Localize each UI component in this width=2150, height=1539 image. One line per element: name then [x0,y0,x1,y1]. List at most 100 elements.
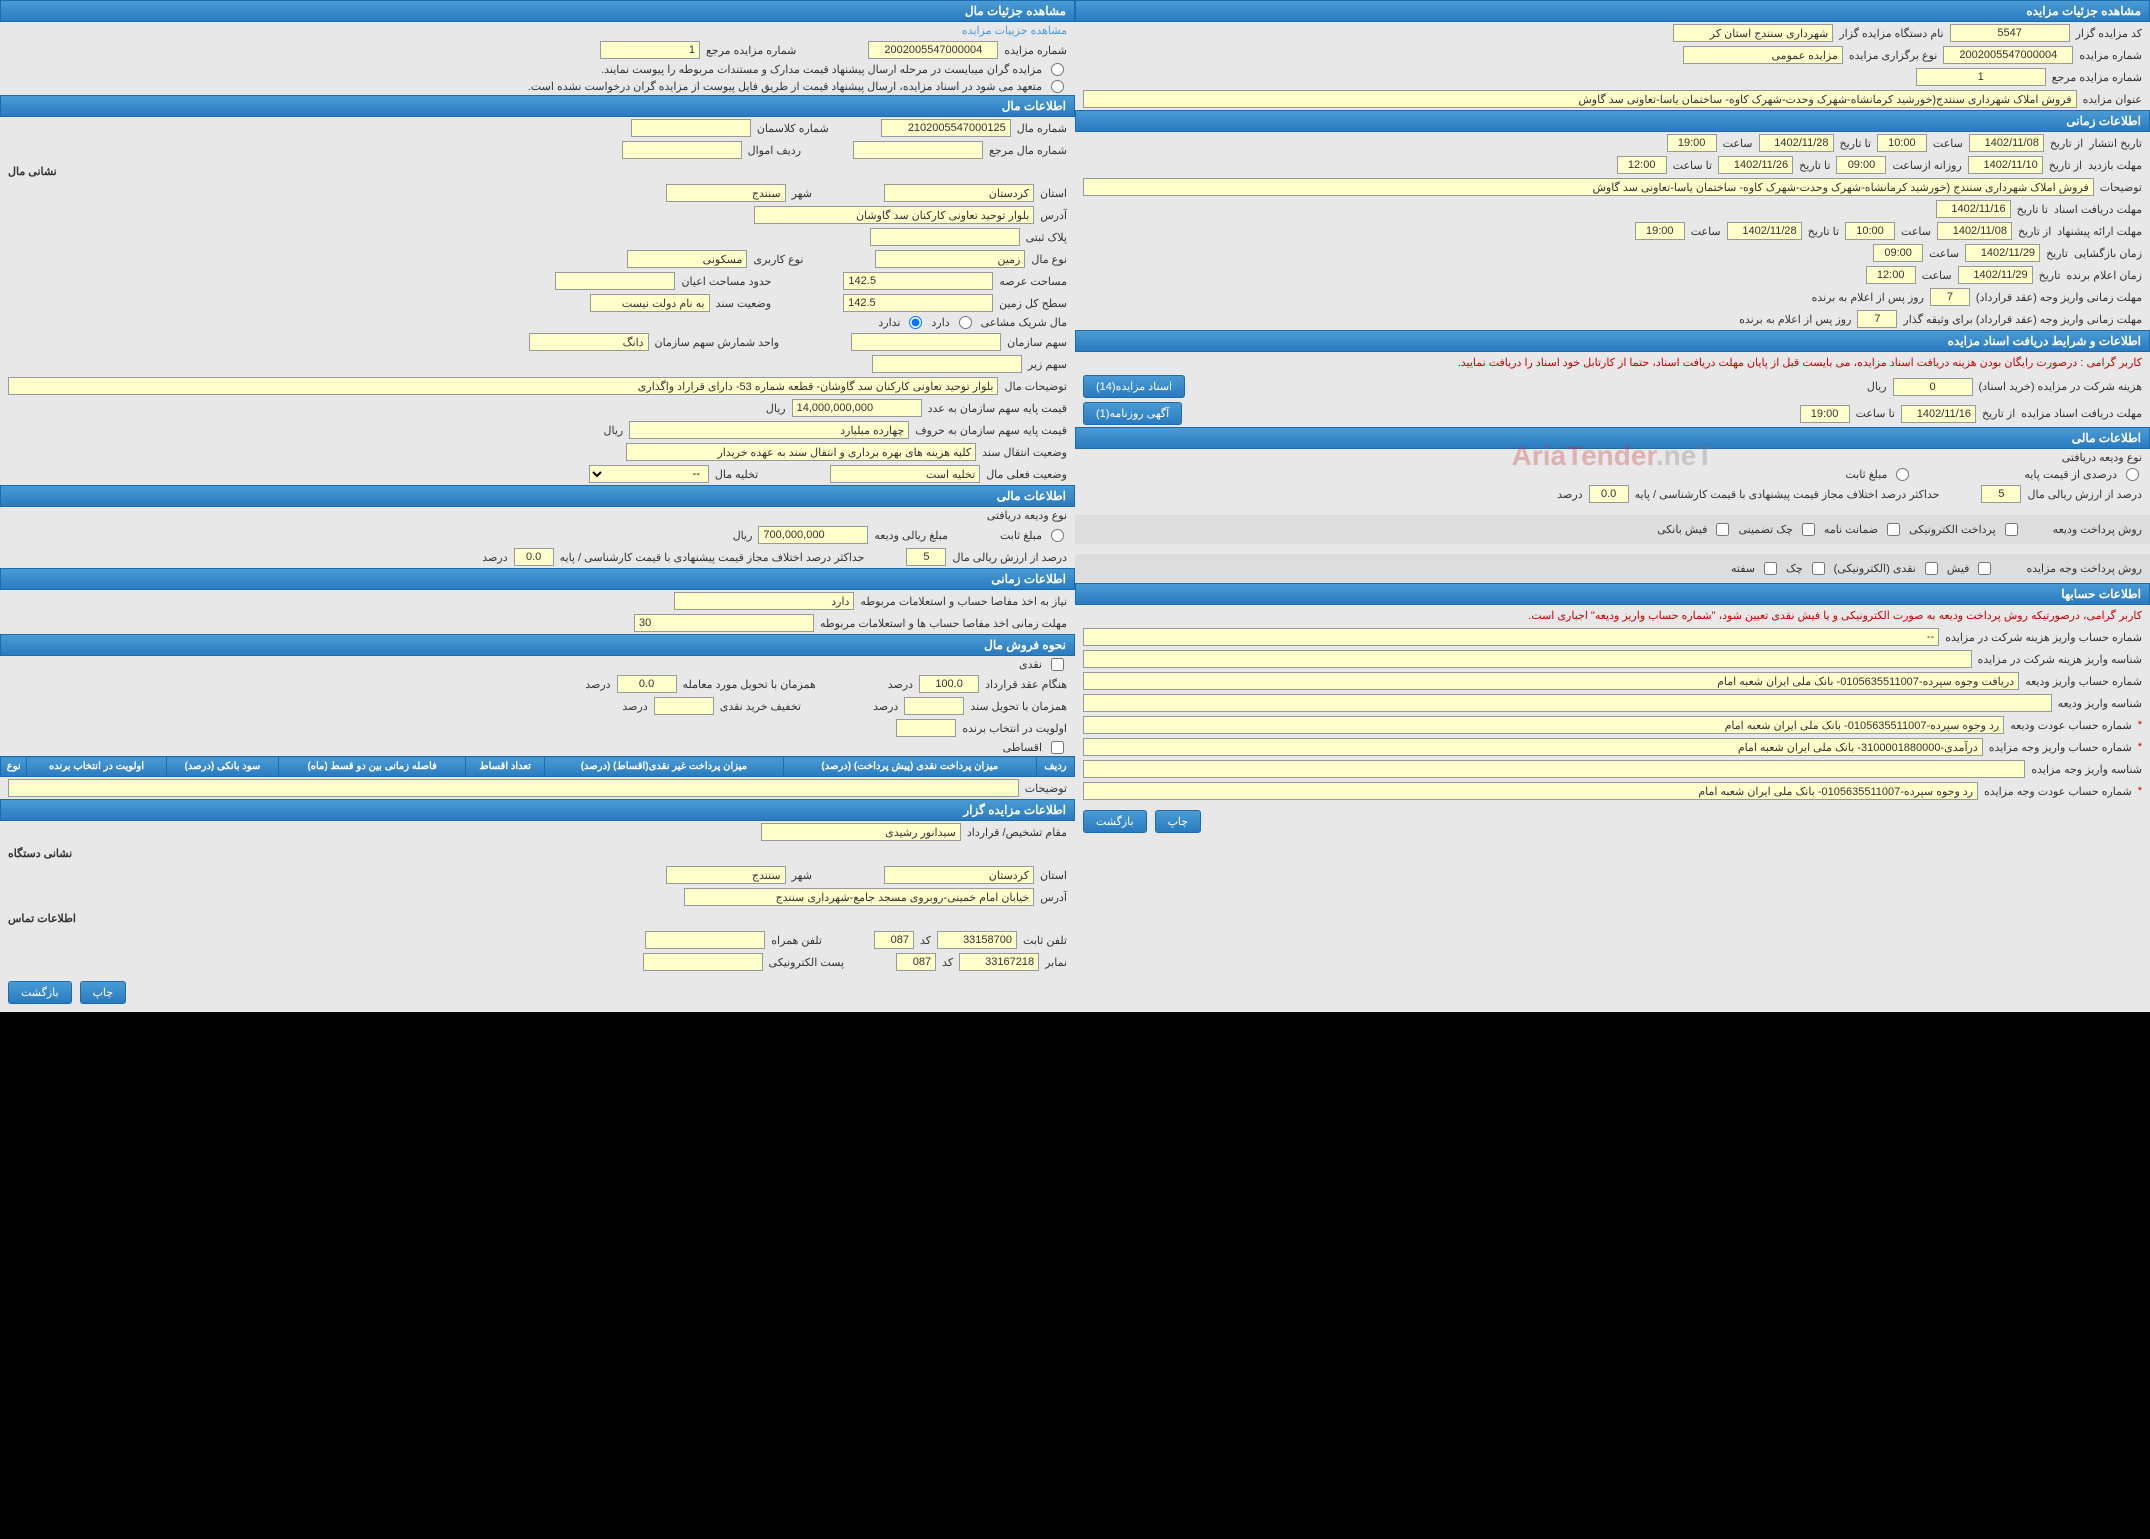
value-percent: 5 [906,548,946,566]
th-cash-pre: میزان پرداخت نقدی (پیش پرداخت) (درصد) [783,757,1036,777]
guarantee-deadline-label: مهلت زمانی واریز وجه (عقد قرارداد) برای … [1903,313,2142,326]
check-checkbox[interactable] [1812,562,1825,575]
acc-auction-refund: رد وجوه سپرده-0105635511007- بانک ملی ای… [1083,782,1978,800]
note2: متعهد می شود در اسناد مزایده، ارسال پیشن… [528,80,1042,93]
required-star: * [2138,741,2142,753]
header-time-info: اطلاعات زمانی [1075,110,2150,132]
acc-fee: -- [1083,628,1939,646]
asset-percent: 5 [1981,485,2021,503]
print-button[interactable]: چاپ [1155,810,1202,833]
offer-from-date: 1402/11/08 [1937,222,2012,240]
acc-deposit: دریافت وجوه سپرده-0105635511007- بانک مل… [1083,672,2019,690]
pub-from-time: 10:00 [1877,134,1927,152]
ref-asset [853,141,983,159]
acc-deposit-label: شماره حساب واریز ودیعه [2025,675,2142,688]
back-button[interactable]: بازگشت [1083,810,1147,833]
base-percent-radio[interactable] [2126,468,2139,481]
holding-type: مزایده عمومی [1683,46,1843,64]
doc-deadline-label: مهلت دریافت اسناد [2054,203,2142,216]
right-panel: AriaTender.neT مشاهده جزئیات مزایده کد م… [1075,0,2150,1012]
org-share [851,333,1001,351]
note1-radio[interactable] [1051,63,1064,76]
acc-refund-label: شماره حساب عودت ودیعه [2010,719,2131,732]
th-type: نوع [1,757,27,777]
promissory-checkbox[interactable] [1764,562,1777,575]
cash-checkbox[interactable] [1051,658,1064,671]
asset-type: زمین [875,250,1025,268]
diag-pos: سیدانور رشیدی [761,823,961,841]
evac-select[interactable]: -- [589,465,709,483]
use-type: مسکونی [627,250,747,268]
left-max-diff: 0.0 [514,548,554,566]
left-back-button[interactable]: بازگشت [8,981,72,1004]
note2-radio[interactable] [1051,80,1064,93]
winner-date: 1402/11/29 [1958,266,2033,284]
header-asset-details: مشاهده جزئیات مال [0,0,1075,22]
city: سنندج [666,184,786,202]
has-shared-radio[interactable] [959,316,972,329]
note1: مزایده گران میبایست در مرحله ارسال پیشنه… [601,63,1042,76]
left-ref-num: 1 [600,41,700,59]
guaranteed-check-checkbox[interactable] [1802,523,1815,536]
left-print-button[interactable]: چاپ [80,981,127,1004]
device-name-label: نام دستگاه مزایده گزار [1839,27,1943,40]
clearance: دارد [674,592,854,610]
share-unit: دانگ [529,333,649,351]
left-fixed-radio[interactable] [1051,529,1064,542]
header-financial: اطلاعات مالی [1075,427,2150,449]
th-inst-count: تعداد اقساط [466,757,545,777]
auction-title-label: عنوان مزایده [2083,93,2142,106]
newspaper-ad-button[interactable]: آگهی روزنامه(1) [1083,402,1182,425]
view-auction-details-link[interactable]: مشاهده جزییات مزایده [0,22,1075,39]
auction-num-label: شماره مزایده [2079,49,2142,62]
cash-electronic-checkbox[interactable] [1925,562,1938,575]
th-pri: اولویت در انتخاب برنده [27,757,166,777]
not-has-shared-radio[interactable] [909,316,922,329]
asset-percent-label: درصد از ارزش ریالی مال [2027,488,2142,501]
address: بلوار توحید تعاونی کارکنان سد گاوشان [754,206,1034,224]
installment-checkbox[interactable] [1051,741,1064,754]
offer-to-date: 1402/11/28 [1727,222,1802,240]
warning-free-docs: کاربر گرامی : درصورت رایگان بودن هزینه د… [1075,352,2150,373]
acc-fee-id [1083,650,1972,668]
offer-from-time: 10:00 [1845,222,1895,240]
transfer-status: کلیه هزینه های بهره برداری و انتقال سند … [626,443,976,461]
notes-label: توضیحات [2100,181,2142,194]
device-name: شهرداری سنندج استان کر [1673,24,1833,42]
base-price-words: چهارده میلیارد [629,421,909,439]
acc-auction-id [1083,760,2025,778]
province: کردستان [884,184,1034,202]
fax-code: 087 [896,953,936,971]
dev-province: کردستان [884,866,1034,884]
left-auction-num: 2002005547000004 [868,41,998,59]
auction-docs-button[interactable]: اسناد مزایده(14) [1083,375,1185,398]
fixed-amount-radio[interactable] [1896,468,1909,481]
left-panel: مشاهده جزئیات مال مشاهده جزییات مزایده ش… [0,0,1075,1012]
deposit-deadline-label: مهلت زمانی واریز وجه (عقد قرارداد) [1976,291,2142,304]
acc-fee-label: شماره حساب واریز هزینه شرکت در مزایده [1945,631,2142,644]
header-auctioneer: اطلاعات مزایده گزار [0,799,1075,821]
doc-time-label: مهلت دریافت اسناد مزایده [2021,407,2142,420]
visit-to-time: 12:00 [1617,156,1667,174]
notes-text: فروش املاک شهرداری سنندج (خورشید کرمانشا… [1083,178,2094,196]
winner-label: زمان اعلام برنده [2067,269,2142,282]
ref-num: 1 [1916,68,2046,86]
opening-date: 1402/11/29 [1965,244,2040,262]
header-asset-info: اطلاعات مال [0,95,1075,117]
offer-deadline-label: مهلت ارائه پیشنهاد [2057,225,2142,238]
electronic-checkbox[interactable] [2005,523,2018,536]
receipt-checkbox[interactable] [1978,562,1991,575]
total-area: 142.5 [843,294,993,312]
bank-receipt-checkbox[interactable] [1716,523,1729,536]
deposit-days: 7 [1930,288,1970,306]
current-status: تخلیه است [830,465,980,483]
header-left-financial: اطلاعات مالی [0,485,1075,507]
on-deed [904,697,964,715]
auction-title: فروش املاک شهرداری سنندج(خورشید کرمانشاه… [1083,90,2077,108]
header-sale-method: نحوه فروش مال [0,634,1075,656]
guarantee-letter-checkbox[interactable] [1887,523,1900,536]
header-auction-details: مشاهده جزئیات مزایده [1075,0,2150,22]
max-diff-label: حداکثر درصد اختلاف مجاز قیمت پیشنهادی با… [1635,488,1940,501]
required-star: * [2138,785,2142,797]
acc-deposit-id [1083,694,2052,712]
